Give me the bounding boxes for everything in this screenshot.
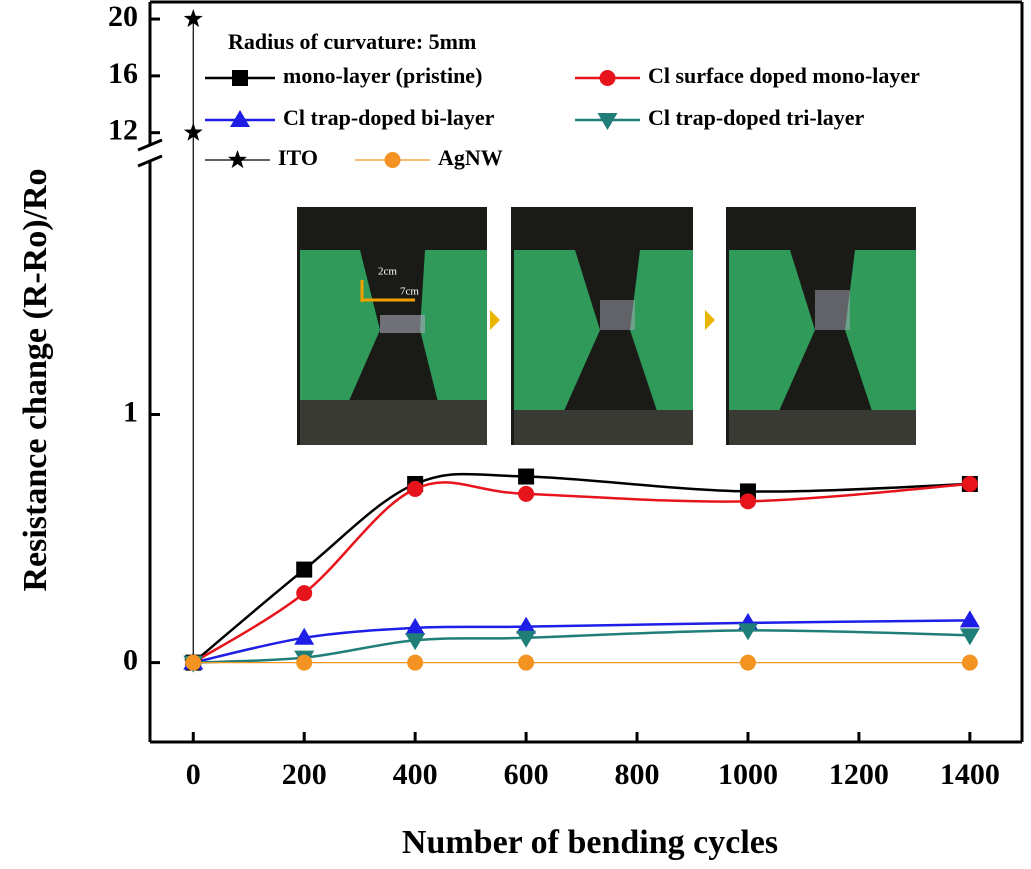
legend-marker <box>599 70 616 86</box>
marker <box>739 654 756 671</box>
legend-label: mono-layer (pristine) <box>283 63 482 88</box>
y-axis-title: Resistance change (R-Ro)/Ro <box>17 168 54 591</box>
marker <box>407 654 424 671</box>
x-tick-label: 400 <box>393 758 438 791</box>
legend-item: Cl trap-doped bi-layer <box>205 105 495 130</box>
marker <box>518 485 535 502</box>
x-axis-title: Number of bending cycles <box>402 824 778 861</box>
marker <box>294 627 315 645</box>
marker <box>296 585 313 602</box>
marker <box>296 654 313 671</box>
marker <box>959 628 980 646</box>
legend-label: ITO <box>278 145 318 170</box>
y-tick-label: 12 <box>108 114 138 147</box>
legend-item: mono-layer (pristine) <box>205 63 482 88</box>
inset-label: 2cm <box>378 266 397 278</box>
y-tick-label: 20 <box>108 0 138 33</box>
series-line <box>192 472 970 664</box>
marker <box>183 9 203 28</box>
legend-label: Cl trap-doped bi-layer <box>283 105 495 130</box>
legend-item: AgNW <box>355 145 503 170</box>
x-tick-label: 1200 <box>829 758 889 791</box>
legend-marker <box>230 110 250 127</box>
legend-label: Cl surface doped mono-layer <box>648 63 920 88</box>
legend-title: Radius of curvature: 5mm <box>228 29 476 54</box>
marker <box>516 630 537 648</box>
legend-label: AgNW <box>438 145 503 170</box>
marker <box>737 623 758 641</box>
marker <box>518 468 535 485</box>
legend-item: ITO <box>205 145 318 170</box>
inset-photos <box>297 207 916 445</box>
legend-marker <box>228 150 247 169</box>
x-tick-label: 200 <box>282 758 327 791</box>
marker <box>405 633 426 651</box>
legend-marker <box>384 152 401 168</box>
x-tick-label: 1400 <box>940 758 1000 791</box>
marker <box>185 654 202 671</box>
y-tick-label: 0 <box>123 643 138 676</box>
marker <box>959 610 980 628</box>
marker <box>516 616 537 634</box>
marker <box>183 122 203 141</box>
legend-marker <box>232 70 248 86</box>
marker <box>518 654 535 671</box>
marker <box>407 480 424 497</box>
y-tick-label: 1 <box>123 395 138 428</box>
x-tick-label: 600 <box>504 758 549 791</box>
legend-item: Cl trap-doped tri-layer <box>575 105 865 130</box>
frame <box>137 0 1024 744</box>
marker <box>296 561 313 578</box>
x-tick-label: 800 <box>615 758 660 791</box>
x-tick-label: 1000 <box>718 758 778 791</box>
marker <box>405 617 426 635</box>
legend-label: Cl trap-doped tri-layer <box>648 105 865 130</box>
legend-item: Cl surface doped mono-layer <box>575 63 920 88</box>
y-tick-label: 16 <box>108 57 138 90</box>
legend-marker <box>597 113 618 130</box>
marker <box>739 493 756 510</box>
inset-label: 7cm <box>400 286 419 298</box>
marker <box>961 654 978 671</box>
marker <box>961 475 978 492</box>
x-tick-label: 0 <box>186 758 201 791</box>
